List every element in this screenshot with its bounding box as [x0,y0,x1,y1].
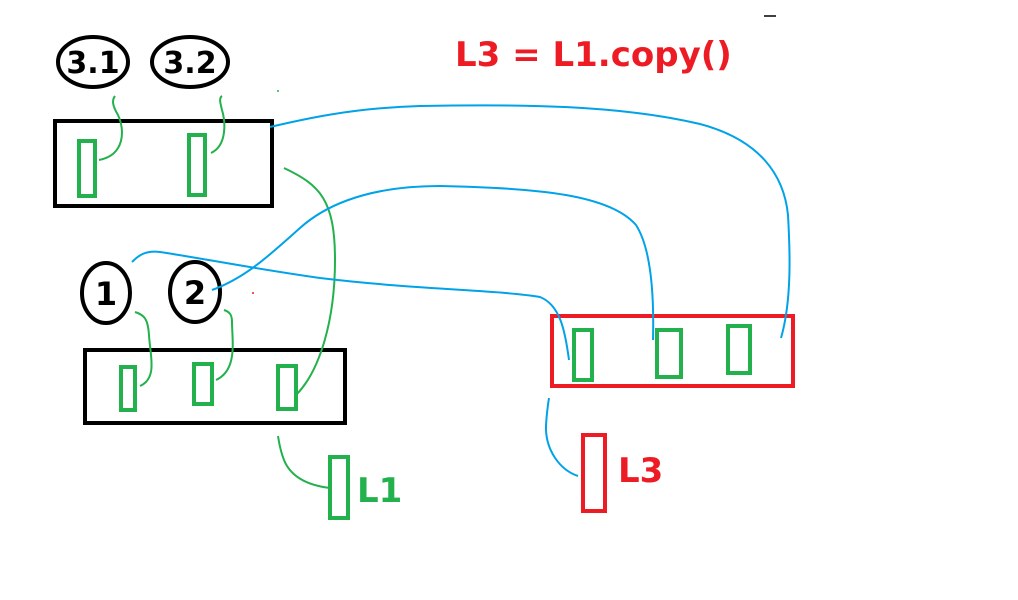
outer-list-cell-0 [119,365,137,412]
inner-list-box [53,119,274,208]
ref-l1-1-to-2 [215,309,234,381]
inner-list-cell-0 [77,139,97,198]
outer-list-cell-2 [276,364,298,411]
element-node-1 [80,261,132,325]
ref-var-l3-to-copy [544,397,579,477]
element-node-3-1 [56,35,130,89]
var-l1-label: L1 [357,471,402,511]
copy-list-cell-0 [572,328,594,382]
ref-l1-2-to-inner-list [283,167,337,395]
var-l3-label: L3 [618,451,663,491]
ref-copy-0-to-1 [131,250,570,361]
var-l1-box [328,455,350,520]
element-node-3-2 [150,35,230,89]
ref-copy-2-to-inner-list [269,104,791,339]
element-label-3-2: 3.2 [163,46,216,81]
outer-list-box [83,348,347,425]
element-label-2: 2 [184,274,206,312]
copy-list-cell-1 [655,328,683,379]
ref-var-l1-to-list [277,435,331,489]
ref-copy-1-to-2 [211,184,655,341]
stray-dot [277,90,279,92]
element-node-2 [168,260,222,324]
ref-l1-0-to-1 [134,311,153,387]
ref-inner-1-to-3-2 [210,95,226,154]
stray-dot [252,292,254,294]
element-label-3-1: 3.1 [66,46,119,81]
diagram-title: L3 = L1.copy() [455,35,732,75]
outer-list-cell-1 [192,362,214,406]
copy-list-box [550,314,795,388]
var-l3-box [581,433,607,513]
inner-list-cell-1 [187,133,207,197]
ref-inner-0-to-3-1 [98,95,123,161]
element-label-1: 1 [95,275,117,313]
copy-list-cell-2 [726,324,752,375]
